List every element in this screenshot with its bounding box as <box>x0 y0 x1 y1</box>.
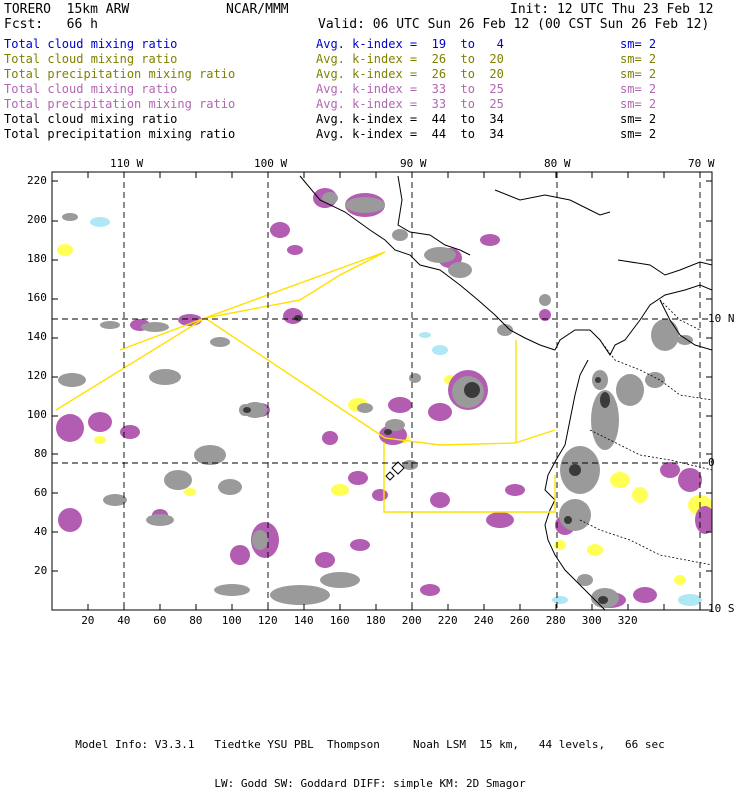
x-tick-label: 120 <box>257 614 278 627</box>
y-tick-label: 80 <box>34 447 48 460</box>
legend-field: Total cloud mixing ratio <box>4 82 178 96</box>
y-tick-label: 200 <box>27 213 47 226</box>
legend-stat: Avg. k-index = 19 to 4 <box>316 37 504 51</box>
lon-label-110w: 110 W <box>110 157 144 170</box>
legend-sm: sm= 2 <box>620 97 657 111</box>
x-tick-label: 300 <box>581 614 602 627</box>
legend-sm: sm= 2 <box>620 127 657 141</box>
purple-precip <box>56 188 712 608</box>
coastline <box>299 175 712 610</box>
y-tick-label: 20 <box>34 564 48 577</box>
legend-stat: Avg. k-index = 33 to 25 <box>316 82 504 96</box>
lat-lon-grid <box>52 172 712 610</box>
legend-stat: Avg. k-index = 26 to 20 <box>316 67 504 81</box>
map-frame <box>51 171 713 611</box>
x-tick-label: 40 <box>117 614 131 627</box>
x-tick-label: 140 <box>293 614 314 627</box>
x-tick-label: 60 <box>153 614 167 627</box>
x-tick-label: 180 <box>365 614 386 627</box>
model-info-footer: Model Info: V3.3.1 Tiedtke YSU PBL Thomp… <box>0 712 740 803</box>
lat-label-0: 0 <box>708 456 715 469</box>
y-tick-label: 120 <box>27 369 47 382</box>
x-tick-label: 100 <box>221 614 242 627</box>
x-ticks <box>87 172 701 610</box>
x-tick-label: 20 <box>81 614 95 627</box>
x-tick-label: 160 <box>329 614 350 627</box>
legend-field: Total precipitation mixing ratio <box>4 67 236 81</box>
org-label: NCAR/MMM <box>226 2 289 17</box>
x-tick-label: 240 <box>473 614 494 627</box>
gray-cloud <box>58 192 693 608</box>
y-tick-label: 140 <box>27 330 47 343</box>
y-ticks <box>52 180 712 572</box>
footer-line-2: LW: Godd SW: Goddard DIFF: simple KM: 2D… <box>214 777 526 790</box>
x-tick-label: 220 <box>437 614 458 627</box>
y-tick-label: 100 <box>27 408 47 421</box>
forecast-map <box>51 171 713 611</box>
lon-label-70w: 70 W <box>688 157 715 170</box>
y-tick-label: 220 <box>27 174 47 187</box>
legend-stat: Avg. k-index = 44 to 34 <box>316 112 504 126</box>
valid-time: Valid: 06 UTC Sun 26 Feb 12 (00 CST Sun … <box>318 17 710 32</box>
legend-stat: Avg. k-index = 44 to 34 <box>316 127 504 141</box>
legend-stat: Avg. k-index = 33 to 25 <box>316 97 504 111</box>
legend-sm: sm= 2 <box>620 52 657 66</box>
legend-field: Total precipitation mixing ratio <box>4 127 236 141</box>
legend-field: Total precipitation mixing ratio <box>4 97 236 111</box>
legend-field: Total cloud mixing ratio <box>4 112 178 126</box>
y-tick-label: 180 <box>27 252 47 265</box>
legend-field: Total cloud mixing ratio <box>4 37 178 51</box>
lon-label-90w: 90 W <box>400 157 427 170</box>
dark-cloud-cores <box>243 315 610 604</box>
model-title: TORERO 15km ARW <box>4 2 130 17</box>
lon-label-80w: 80 W <box>544 157 571 170</box>
forecast-hour: Fcst: 66 h <box>4 17 98 32</box>
legend-sm: sm= 2 <box>620 67 657 81</box>
x-tick-label: 200 <box>401 614 422 627</box>
x-tick-label: 80 <box>189 614 203 627</box>
legend-stat: Avg. k-index = 26 to 20 <box>316 52 504 66</box>
legend-field: Total cloud mixing ratio <box>4 52 178 66</box>
y-tick-label: 60 <box>34 486 48 499</box>
legend-sm: sm= 2 <box>620 112 657 126</box>
x-tick-label: 260 <box>509 614 530 627</box>
lat-label-10s: 10 S <box>708 602 735 615</box>
init-time: Init: 12 UTC Thu 23 Feb 12 <box>510 2 714 17</box>
legend-sm: sm= 2 <box>620 37 657 51</box>
legend-sm: sm= 2 <box>620 82 657 96</box>
lat-label-10n: 10 N <box>708 312 735 325</box>
flight-tracks <box>55 251 556 513</box>
x-tick-label: 280 <box>545 614 566 627</box>
y-tick-label: 40 <box>34 525 48 538</box>
lon-label-100w: 100 W <box>254 157 288 170</box>
x-tick-label: 320 <box>617 614 638 627</box>
y-tick-label: 160 <box>27 291 47 304</box>
